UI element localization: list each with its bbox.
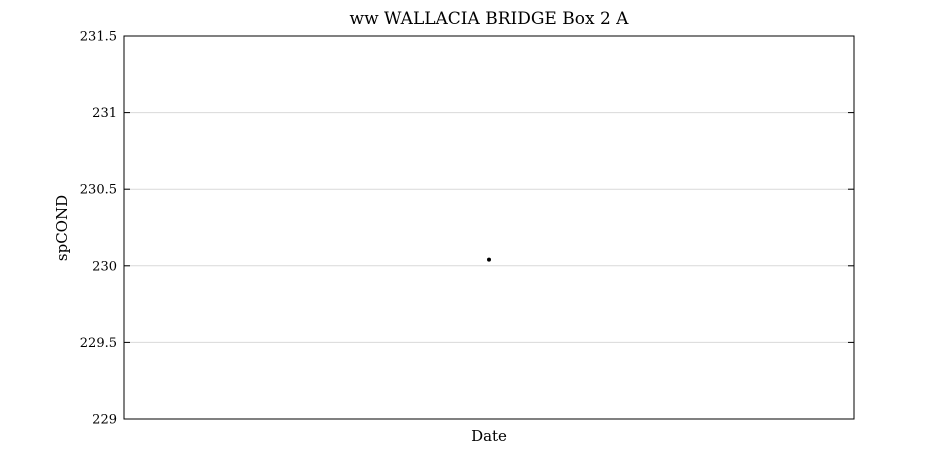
chart-title: ww WALLACIA BRIDGE Box 2 A (350, 9, 630, 29)
y-tick-label: 231 (92, 106, 117, 121)
y-tick-label: 230 (92, 259, 117, 274)
grid-lines (124, 112, 854, 343)
y-axis-ticks: 229 229.5 230 230.5 231 231.5 (80, 30, 854, 428)
data-point (487, 257, 491, 262)
y-axis-label: spCOND (53, 195, 71, 261)
data-points (487, 257, 491, 262)
x-axis-label: Date (471, 427, 507, 445)
y-tick-label: 230.5 (80, 183, 117, 198)
y-tick-label: 231.5 (80, 30, 117, 45)
plot-area-frame (123, 35, 855, 420)
y-tick-label: 229.5 (80, 336, 117, 351)
y-tick-label: 229 (92, 413, 117, 428)
